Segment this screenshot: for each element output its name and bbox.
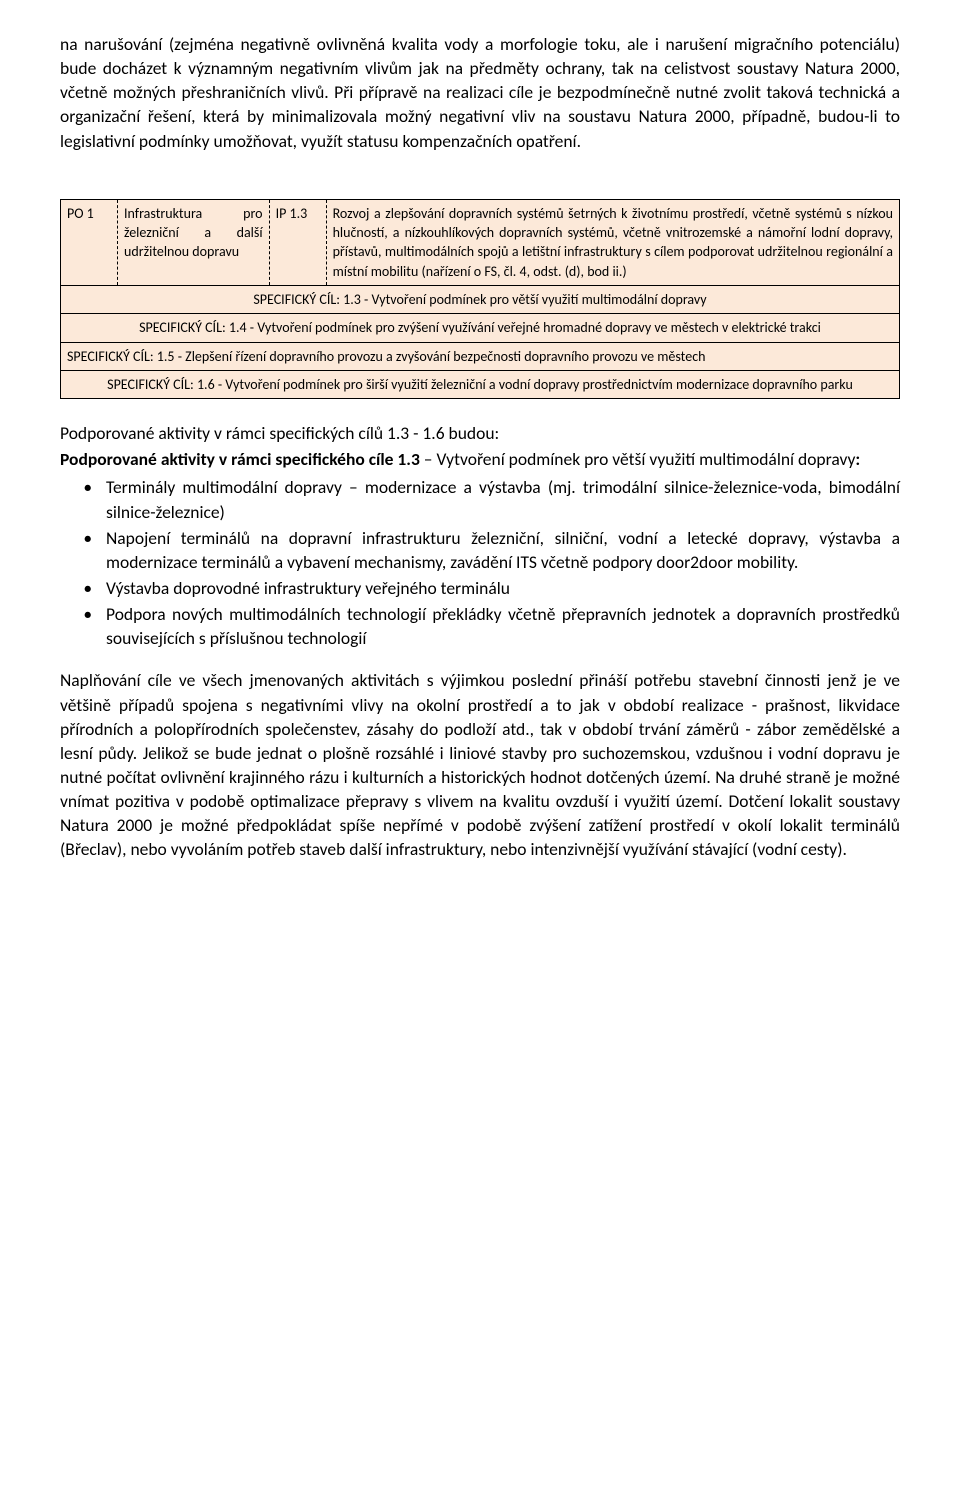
bullet-list: Terminály multimodální dopravy – moderni… xyxy=(60,475,900,650)
list-item: Napojení terminálů na dopravní infrastru… xyxy=(100,526,900,574)
activities-heading: Podporované aktivity v rámci specifickýc… xyxy=(60,421,900,445)
po-text-cell: Infrastruktura pro železniční a další ud… xyxy=(118,199,270,285)
list-item: Výstavba doprovodné infrastruktury veřej… xyxy=(100,576,900,600)
activities-subheading: Podporované aktivity v rámci specifickéh… xyxy=(60,447,900,471)
po-label-cell: PO 1 xyxy=(61,199,118,285)
spacer xyxy=(60,171,900,199)
intro-paragraph: na narušování (zejména negativně ovlivně… xyxy=(60,32,900,153)
table-row: PO 1 Infrastruktura pro železniční a dal… xyxy=(61,199,900,285)
sc13-cell: SPECIFICKÝ CÍL: 1.3 - Vytvoření podmínek… xyxy=(61,285,900,313)
ip-label-cell: IP 1.3 xyxy=(269,199,326,285)
table-row: SPECIFICKÝ CÍL: 1.3 - Vytvoření podmínek… xyxy=(61,285,900,313)
list-item: Podpora nových multimodálních technologi… xyxy=(100,602,900,650)
subheading-rest: – Vytvoření podmínek pro větší využití m… xyxy=(420,448,856,470)
sc16-cell: SPECIFICKÝ CÍL: 1.6 - Vytvoření podmínek… xyxy=(61,370,900,398)
specific-goals-table: PO 1 Infrastruktura pro železniční a dal… xyxy=(60,199,900,400)
sc14-cell: SPECIFICKÝ CÍL: 1.4 - Vytvoření podmínek… xyxy=(61,314,900,342)
ip-text-cell: Rozvoj a zlepšování dopravních systémů š… xyxy=(326,199,899,285)
subheading-bold: Podporované aktivity v rámci specifickéh… xyxy=(60,448,420,470)
table-row: SPECIFICKÝ CÍL: 1.6 - Vytvoření podmínek… xyxy=(61,370,900,398)
closing-paragraph: Naplňování cíle ve všech jmenovaných akt… xyxy=(60,668,900,861)
list-item: Terminály multimodální dopravy – moderni… xyxy=(100,475,900,523)
sc15-cell: SPECIFICKÝ CÍL: 1.5 - Zlepšení řízení do… xyxy=(61,342,900,370)
document-page: na narušování (zejména negativně ovlivně… xyxy=(0,0,960,902)
subheading-colon: : xyxy=(855,448,860,470)
table-row: SPECIFICKÝ CÍL: 1.4 - Vytvoření podmínek… xyxy=(61,314,900,342)
table-row: SPECIFICKÝ CÍL: 1.5 - Zlepšení řízení do… xyxy=(61,342,900,370)
